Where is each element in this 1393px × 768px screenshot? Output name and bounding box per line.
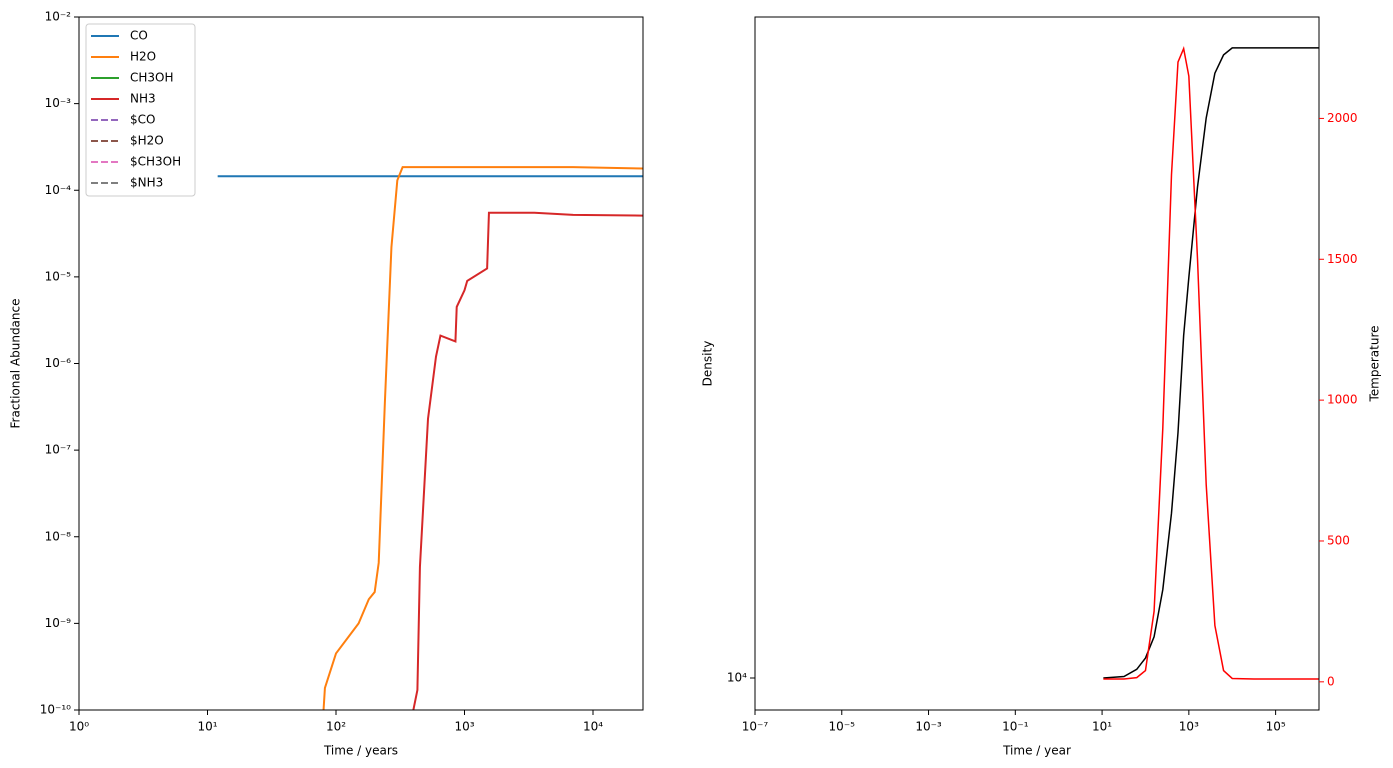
y2-axis-label: Temperature <box>1368 325 1382 402</box>
x-tick-label: 10¹ <box>1092 720 1112 734</box>
y-axis-label: Density <box>701 341 715 387</box>
x-tick-label: 10⁻⁵ <box>829 720 856 734</box>
plot-area <box>1103 45 1319 680</box>
x-tick-label: 10⁻³ <box>915 720 942 734</box>
legend-label: CO <box>130 29 148 43</box>
x-tick-label: 10² <box>326 720 346 734</box>
y-tick-label: 10⁻⁷ <box>45 443 72 457</box>
y-tick-label: 10⁻⁴ <box>45 183 72 197</box>
x-tick-label: 10⁻⁷ <box>742 720 769 734</box>
y-tick-label: 10⁴ <box>727 670 747 684</box>
y-axis-label: Fractional Abundance <box>9 299 23 429</box>
x-axis-label: Time / year <box>1002 744 1071 758</box>
legend-box <box>85 23 196 197</box>
y2-tick-label: 0 <box>1327 674 1335 688</box>
legend-label: CH3OH <box>130 71 174 85</box>
y2-tick-label: 1500 <box>1327 252 1358 266</box>
series-line <box>322 166 643 710</box>
plot-area <box>217 166 643 710</box>
y-tick-label: 10⁻⁸ <box>45 529 72 543</box>
legend-label: $CH3OH <box>130 155 181 169</box>
x-tick-label: 10³ <box>1179 720 1199 734</box>
legend-label: $H2O <box>130 134 164 148</box>
y-tick-label: 10⁻³ <box>45 96 72 110</box>
series-line <box>412 211 643 710</box>
x-tick-label: 10¹ <box>197 720 217 734</box>
series-line <box>1103 45 1319 680</box>
y-tick-label: 10⁻¹⁰ <box>40 703 71 717</box>
y-tick-label: 10⁻⁵ <box>45 269 72 283</box>
y-tick-label: 10⁻⁹ <box>45 616 72 630</box>
y2-tick-label: 500 <box>1327 533 1350 547</box>
y-tick-label: 10⁻² <box>45 10 72 24</box>
legend-label: NH3 <box>130 92 156 106</box>
x-tick-label: 10⁵ <box>1266 720 1286 734</box>
x-tick-label: 10³ <box>454 720 474 734</box>
x-tick-label: 10⁴ <box>583 720 603 734</box>
x-tick-label: 10⁰ <box>69 720 89 734</box>
legend-label: $NH3 <box>130 176 163 190</box>
legend-label: $CO <box>130 113 155 127</box>
axes-frame <box>754 16 1320 711</box>
y2-tick-label: 2000 <box>1327 111 1358 125</box>
y-tick-label: 10⁻⁶ <box>45 356 72 370</box>
legend-label: H2O <box>130 50 156 64</box>
series-line <box>1103 47 1319 679</box>
x-axis-label: Time / years <box>323 744 398 758</box>
x-tick-label: 10⁻¹ <box>1002 720 1029 734</box>
y2-tick-label: 1000 <box>1327 393 1358 407</box>
